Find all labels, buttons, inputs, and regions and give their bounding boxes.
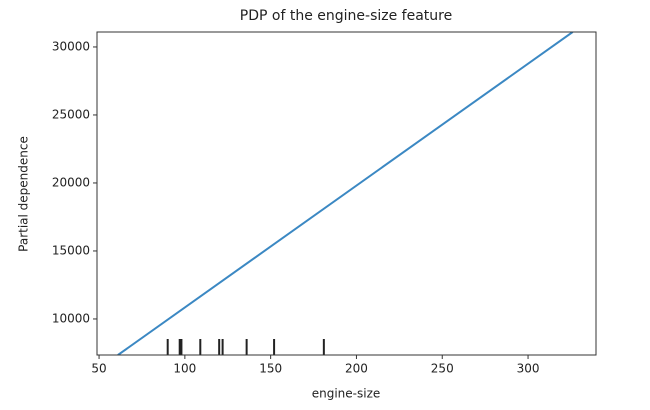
x-tick-label: 250	[431, 362, 454, 376]
y-axis-label: Partial dependence	[17, 136, 31, 252]
y-tick-label: 10000	[52, 311, 90, 325]
y-tick-label: 15000	[52, 243, 90, 257]
chart-title: PDP of the engine-size feature	[240, 8, 452, 24]
x-tick-label: 50	[91, 362, 106, 376]
y-tick-label: 20000	[52, 175, 90, 189]
plot-area	[117, 32, 574, 355]
x-axis-label: engine-size	[312, 387, 381, 401]
line-series	[117, 32, 574, 355]
y-tick-label: 25000	[52, 107, 90, 121]
x-tick-label: 200	[345, 362, 368, 376]
plot-frame	[96, 31, 597, 356]
y-tick-label: 30000	[52, 39, 90, 53]
x-tick-label: 150	[259, 362, 282, 376]
x-tick-label: 300	[517, 362, 540, 376]
x-tick-label: 100	[173, 362, 196, 376]
